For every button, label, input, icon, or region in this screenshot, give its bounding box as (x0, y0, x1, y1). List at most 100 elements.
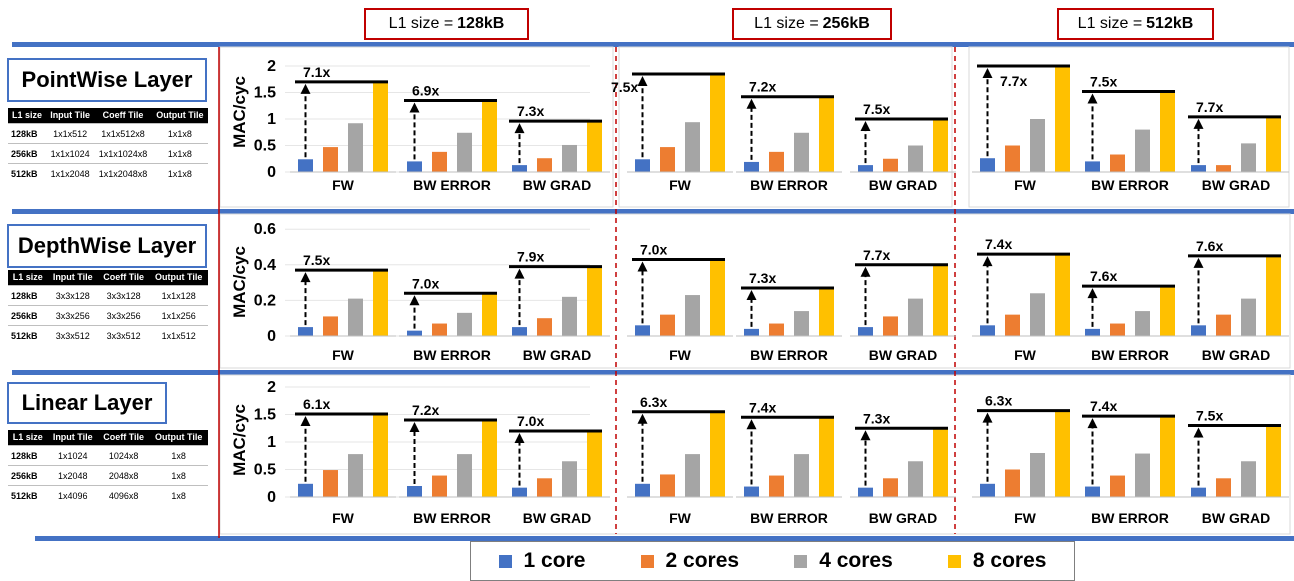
speedup-label: 7.7x (1196, 99, 1223, 115)
category-label: FW (669, 510, 692, 526)
col-header: Coeff Tile (97, 430, 150, 446)
arrow-head-icon (860, 430, 871, 441)
table-cell: 4096x8 (97, 485, 150, 505)
bar-8-cores (933, 119, 948, 172)
table-cell: 128kB (8, 445, 48, 466)
bar-2-cores (323, 147, 338, 172)
chart-frame (219, 213, 1291, 369)
table-cell: 256kB (8, 143, 46, 164)
bar-1-core (635, 159, 650, 172)
col-header: Coeff Tile (94, 108, 152, 124)
col-header: Input Tile (45, 108, 95, 124)
bar-4-cores (794, 311, 809, 336)
category-label: FW (332, 347, 355, 363)
speedup-label: 7.5x (1090, 73, 1117, 89)
bar-8-cores (373, 270, 388, 336)
col-header: Output Tile (149, 430, 208, 446)
speedup-label: 7.0x (412, 275, 439, 291)
legend-item-1-core: 1 core (498, 549, 586, 573)
table-cell: 1x1x512x8 (94, 123, 152, 144)
legend-label: 4 cores (819, 549, 893, 572)
legend-label: 1 core (523, 549, 586, 572)
category-label: BW GRAD (869, 510, 937, 526)
col-header: L1 size (8, 430, 48, 446)
legend-label: 2 cores (665, 549, 740, 572)
table-cell: 1x1x512 (45, 123, 95, 144)
arrow-head-icon (300, 415, 311, 426)
arrow-head-icon (860, 266, 871, 277)
category-label: BW GRAD (869, 347, 937, 363)
arrow-head-icon (982, 256, 993, 267)
table-cell: 3x3x128 (47, 285, 98, 306)
bar-4-cores (562, 144, 577, 172)
bar-8-cores (482, 293, 497, 336)
bar-4-cores (908, 461, 923, 497)
table-cell: 3x3x128 (97, 285, 150, 306)
bar-1-core (298, 483, 313, 497)
arrow-head-icon (300, 83, 311, 94)
category-label: BW ERROR (1091, 347, 1169, 363)
y-tick-label: 2 (267, 379, 276, 396)
bar-4-cores (794, 454, 809, 497)
y-tick-label: 0.5 (254, 138, 276, 155)
bar-2-cores (1005, 314, 1020, 336)
y-tick-label: 0.6 (254, 221, 276, 238)
arrow-head-icon (514, 123, 525, 134)
layer-title-depthwise: DepthWise Layer (7, 224, 207, 268)
tile-table-header-row: L1 size Input Tile Coeff Tile Output Til… (8, 270, 208, 286)
tile-table-header-row: L1 size Input Tile Coeff Tile Output Til… (8, 108, 208, 124)
bar-2-cores (769, 475, 784, 497)
arrow-head-icon (746, 289, 757, 300)
table-row: 512kB 3x3x512 3x3x512 1x1x512 (8, 325, 208, 345)
l1-size-header-128kb: L1 size = 128kB (364, 8, 529, 40)
speedup-label: 7.2x (749, 79, 776, 95)
speedup-label: 7.5x (303, 252, 330, 268)
bar-1-core (298, 327, 313, 336)
col-header: Input Tile (47, 430, 98, 446)
l1-size-prefix: L1 size = (1077, 15, 1143, 32)
bar-2-cores (537, 318, 552, 336)
bar-2-cores (660, 147, 675, 172)
speedup-label: 6.9x (412, 82, 439, 98)
table-cell: 1x8 (149, 465, 208, 486)
speedup-label: 6.3x (640, 394, 667, 410)
bar-1-core (635, 483, 650, 497)
table-row: 256kB 1x1x1024 1x1x1024x8 1x1x8 (8, 143, 208, 164)
tile-table-linear: L1 size Input Tile Coeff Tile Output Til… (8, 430, 208, 505)
bar-1-core (744, 328, 759, 336)
bar-8-cores (1055, 254, 1070, 336)
table-cell: 1x1x1024x8 (94, 143, 152, 164)
bar-4-cores (685, 454, 700, 497)
bar-2-cores (1005, 469, 1020, 497)
y-tick-label: 0.5 (254, 462, 276, 479)
table-cell: 256kB (8, 305, 48, 326)
table-cell: 2048x8 (97, 465, 150, 486)
bar-8-cores (710, 411, 725, 497)
bar-1-core (635, 325, 650, 336)
arrow-head-icon (409, 295, 420, 306)
bar-4-cores (562, 461, 577, 497)
speedup-label: 7.4x (985, 236, 1012, 252)
legend-swatch (640, 554, 654, 568)
col-header: L1 size (8, 270, 48, 286)
l1-size-value: 128kB (457, 15, 505, 32)
y-tick-label: 1 (267, 434, 276, 451)
category-label: BW ERROR (1091, 510, 1169, 526)
table-cell: 1x4096 (47, 485, 98, 505)
bar-1-core (1191, 487, 1206, 497)
speedup-label: 7.0x (640, 241, 667, 257)
table-cell: 256kB (8, 465, 48, 486)
bar-8-cores (587, 266, 602, 336)
separator-line (12, 209, 1294, 214)
bar-1-core (512, 487, 527, 497)
bar-8-cores (819, 417, 834, 497)
table-cell: 128kB (8, 123, 46, 144)
category-label: BW ERROR (750, 347, 828, 363)
bar-1-core (980, 158, 995, 172)
category-label: BW ERROR (750, 177, 828, 193)
bar-8-cores (933, 428, 948, 497)
table-cell: 3x3x256 (97, 305, 150, 326)
bar-4-cores (1135, 453, 1150, 497)
bar-1-core (407, 486, 422, 497)
